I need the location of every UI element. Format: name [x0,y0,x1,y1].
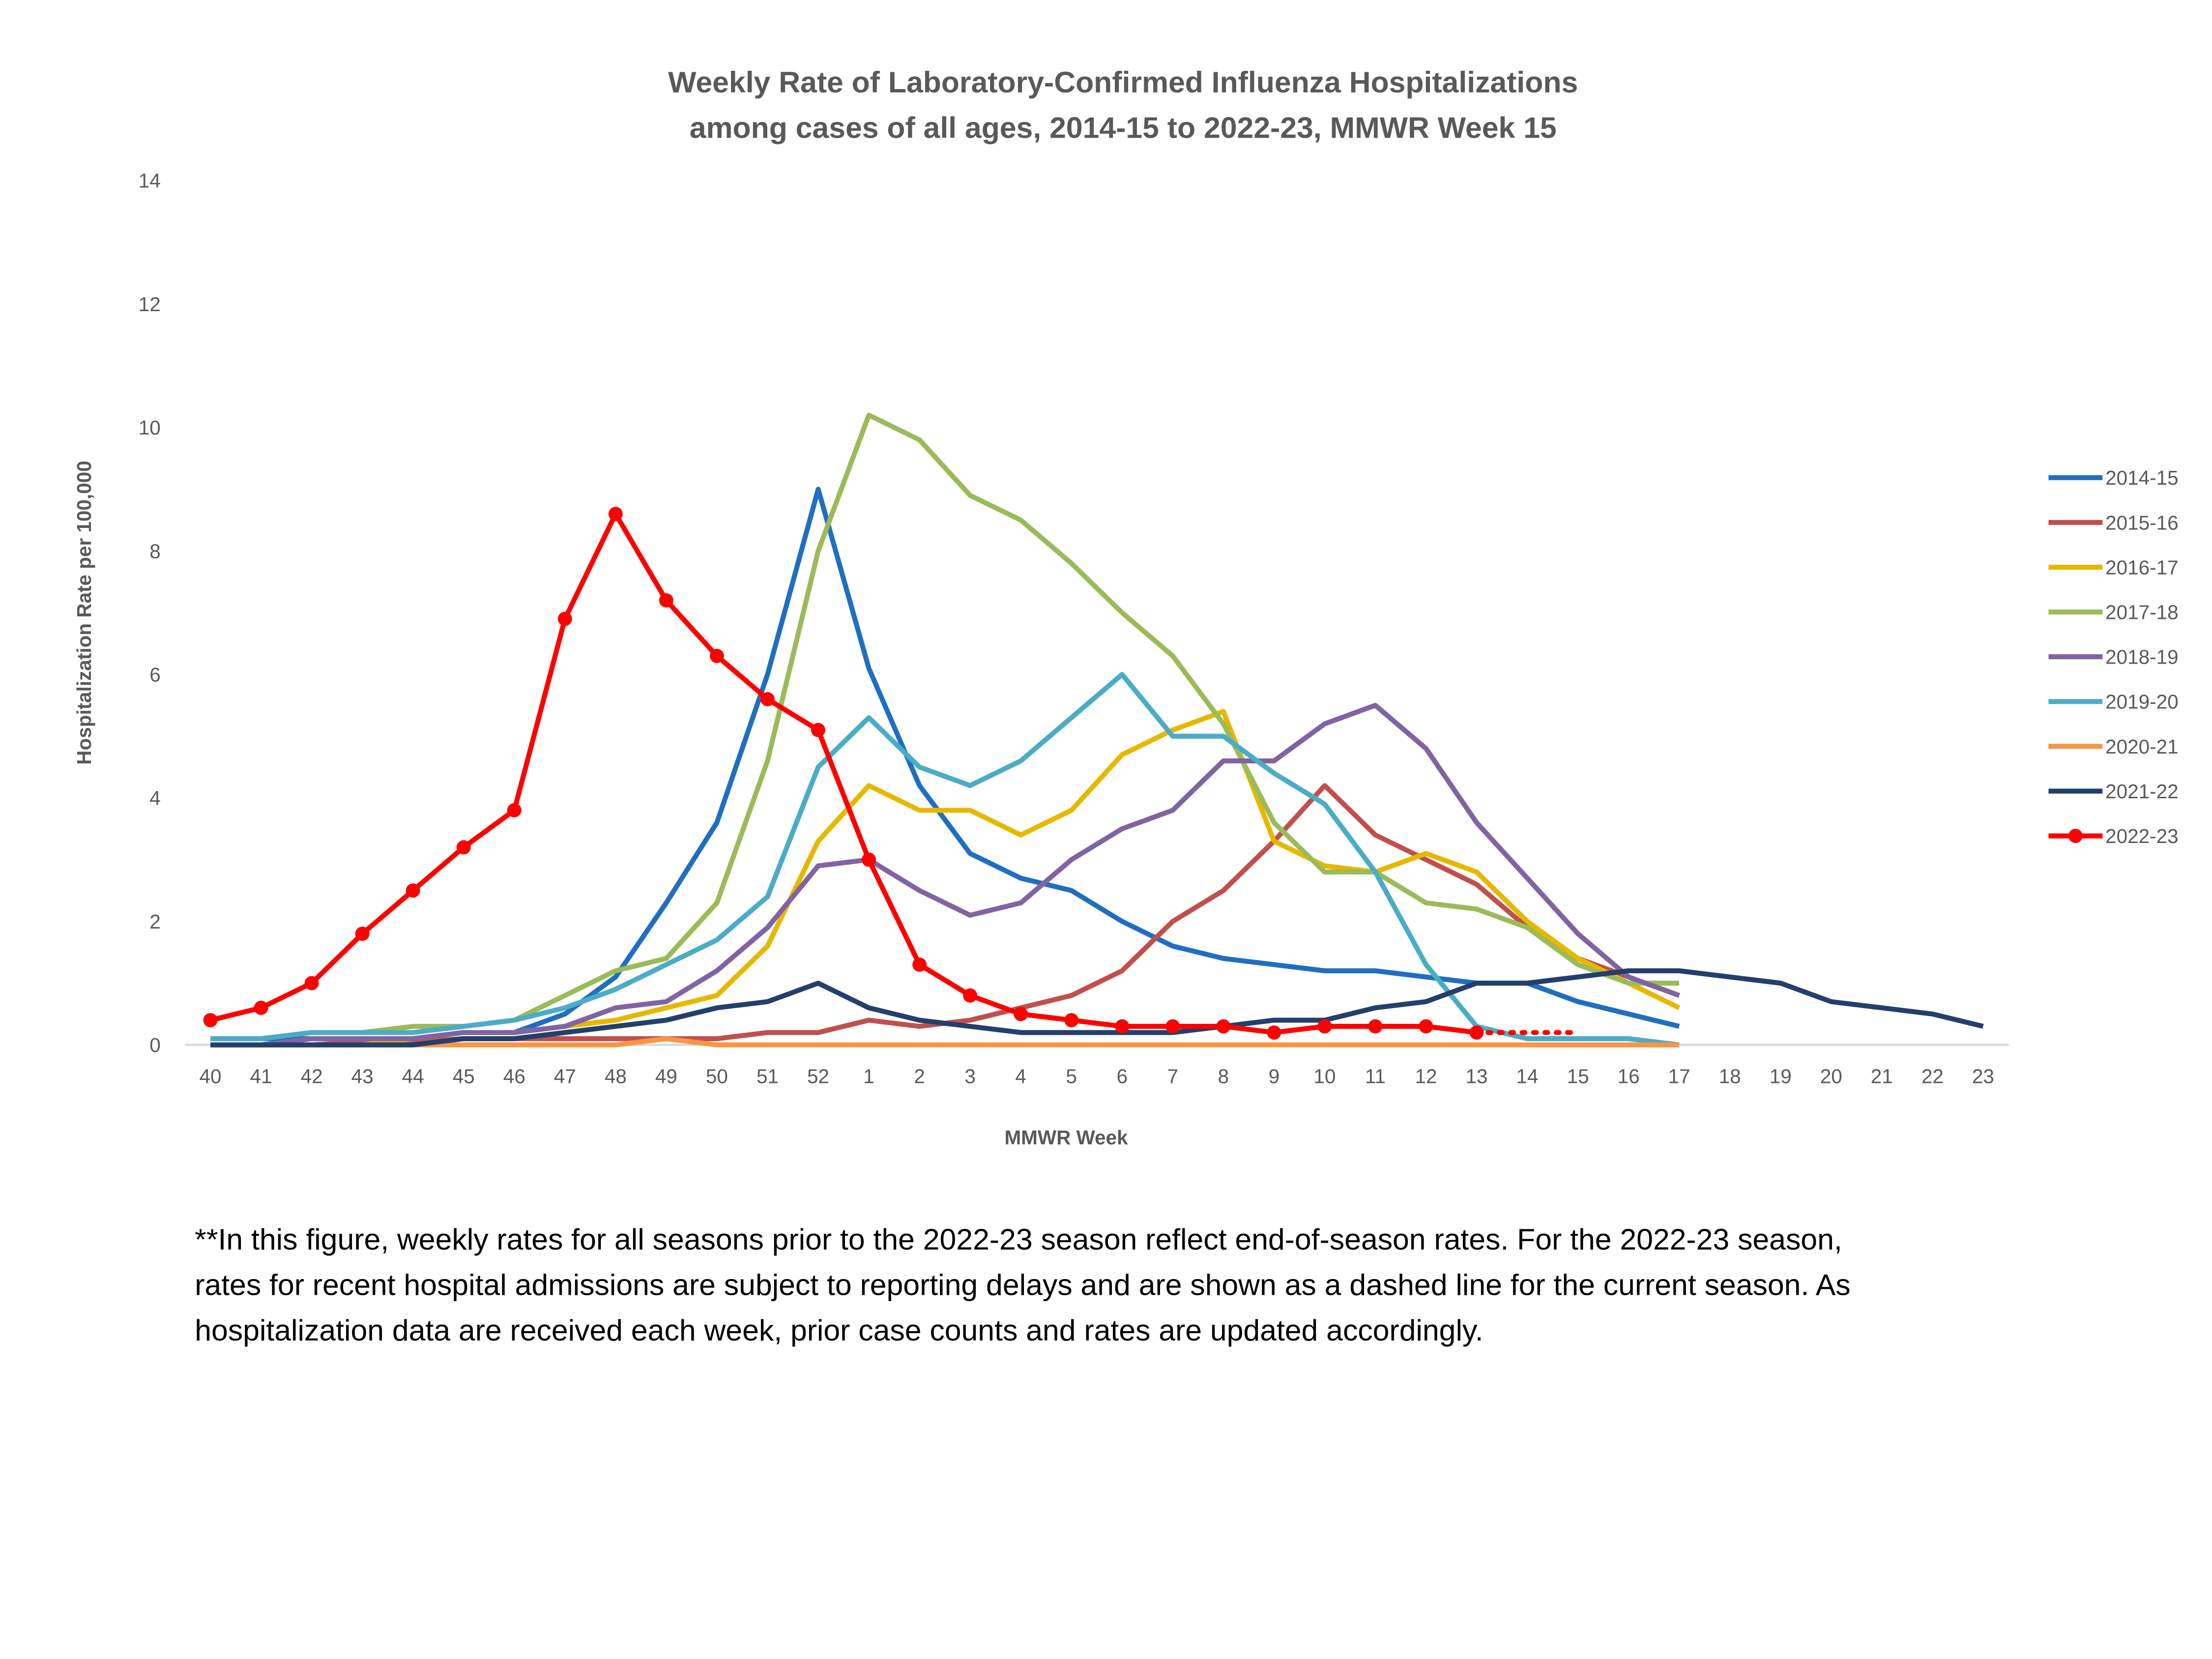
series-marker [1419,1019,1433,1034]
x-tick-label: 19 [1770,1065,1792,1088]
x-tick-label: 51 [757,1065,779,1088]
x-tick-label: 4 [1015,1065,1026,1088]
series-marker [1165,1019,1180,1034]
series-marker [811,723,825,737]
series-marker [659,593,673,608]
x-tick-label: 13 [1465,1065,1487,1088]
legend-label: 2019-20 [2105,691,2179,713]
y-tick-label: 14 [139,170,161,192]
y-tick-label: 2 [149,910,161,933]
series-marker [507,803,522,817]
y-tick-label: 12 [139,293,161,316]
x-tick-label: 5 [1066,1065,1077,1088]
series-line [210,412,1680,1042]
series-marker [304,976,319,990]
x-tick-label: 7 [1167,1065,1179,1088]
x-tick-label: 20 [1820,1065,1842,1088]
x-tick-label: 17 [1668,1065,1690,1088]
y-tick-label: 8 [149,540,161,562]
x-tick-label: 42 [301,1065,323,1088]
x-tick-label: 47 [554,1065,576,1088]
series-line [210,672,1680,1048]
x-tick-label: 41 [250,1065,272,1088]
x-tick-label: 43 [351,1065,374,1088]
series-marker [456,840,471,855]
legend-label: 2014-15 [2105,466,2179,489]
x-tick-label: 9 [1269,1065,1280,1088]
series-line [210,968,1984,1048]
x-tick-label: 1 [863,1065,874,1088]
series-line [209,511,1477,1035]
series-marker [862,852,876,867]
series-marker [1317,1019,1332,1034]
legend-marker [2068,829,2083,843]
series-marker [203,1013,218,1027]
x-tick-label: 23 [1972,1065,1994,1088]
y-tick-label: 0 [149,1034,161,1056]
x-tick-label: 3 [964,1065,976,1088]
footnote: **In this figure, weekly rates for all s… [195,1222,1842,1256]
series-marker [1014,1007,1028,1021]
series-marker [355,927,370,941]
y-tick-label: 6 [149,664,161,686]
series-marker [1267,1025,1281,1040]
y-axis-label: Hospitalization Rate per 100,000 [73,461,95,764]
legend-label: 2022-23 [2105,825,2179,847]
x-tick-label: 10 [1313,1065,1336,1088]
series-line [210,487,1680,1042]
x-tick-label: 12 [1415,1065,1437,1088]
x-tick-label: 40 [200,1065,222,1088]
series-marker [1368,1019,1383,1034]
x-tick-label: 45 [453,1065,475,1088]
x-tick-label: 6 [1116,1065,1128,1088]
series-marker [912,957,927,972]
chart-title: among cases of all ages, 2014-15 to 2022… [690,111,1557,145]
x-tick-label: 46 [503,1065,525,1088]
x-tick-label: 48 [605,1065,627,1088]
footnote: hospitalization data are received each w… [195,1313,1483,1347]
series-line [210,702,1680,1048]
series-marker [963,988,978,1003]
series-marker [1216,1019,1231,1034]
x-tick-label: 14 [1516,1065,1539,1088]
x-tick-label: 15 [1567,1065,1589,1088]
series-line [210,1036,1680,1048]
x-axis-label: MMWR Week [1004,1126,1128,1149]
series-marker [406,883,420,898]
series-marker [1064,1013,1079,1027]
series-marker [709,648,724,663]
footnote: rates for recent hospital admissions are… [195,1268,1850,1302]
series-marker [1469,1025,1484,1040]
x-tick-label: 44 [402,1065,424,1088]
legend-label: 2021-22 [2105,780,2179,803]
x-tick-label: 16 [1618,1065,1640,1088]
series-marker [760,692,775,706]
legend-label: 2015-16 [2105,511,2179,534]
legend-label: 2017-18 [2105,601,2179,623]
x-tick-label: 52 [807,1065,829,1088]
legend-label: 2018-19 [2105,646,2179,669]
series-marker [557,611,572,626]
series-marker [254,1000,268,1015]
legend-label: 2016-17 [2105,556,2179,579]
x-tick-label: 18 [1719,1065,1741,1088]
x-tick-label: 21 [1871,1065,1893,1088]
series-marker [1115,1019,1130,1034]
x-tick-label: 22 [1921,1065,1944,1088]
x-tick-label: 8 [1218,1065,1229,1088]
x-tick-label: 49 [655,1065,677,1088]
chart-title: Weekly Rate of Laboratory-Confirmed Infl… [668,65,1578,99]
x-tick-label: 50 [706,1065,728,1088]
legend-label: 2020-21 [2105,735,2179,758]
y-tick-label: 4 [149,787,161,810]
x-tick-label: 11 [1365,1065,1386,1088]
series-marker [608,507,623,521]
x-tick-label: 2 [914,1065,925,1088]
y-tick-label: 10 [139,416,161,439]
